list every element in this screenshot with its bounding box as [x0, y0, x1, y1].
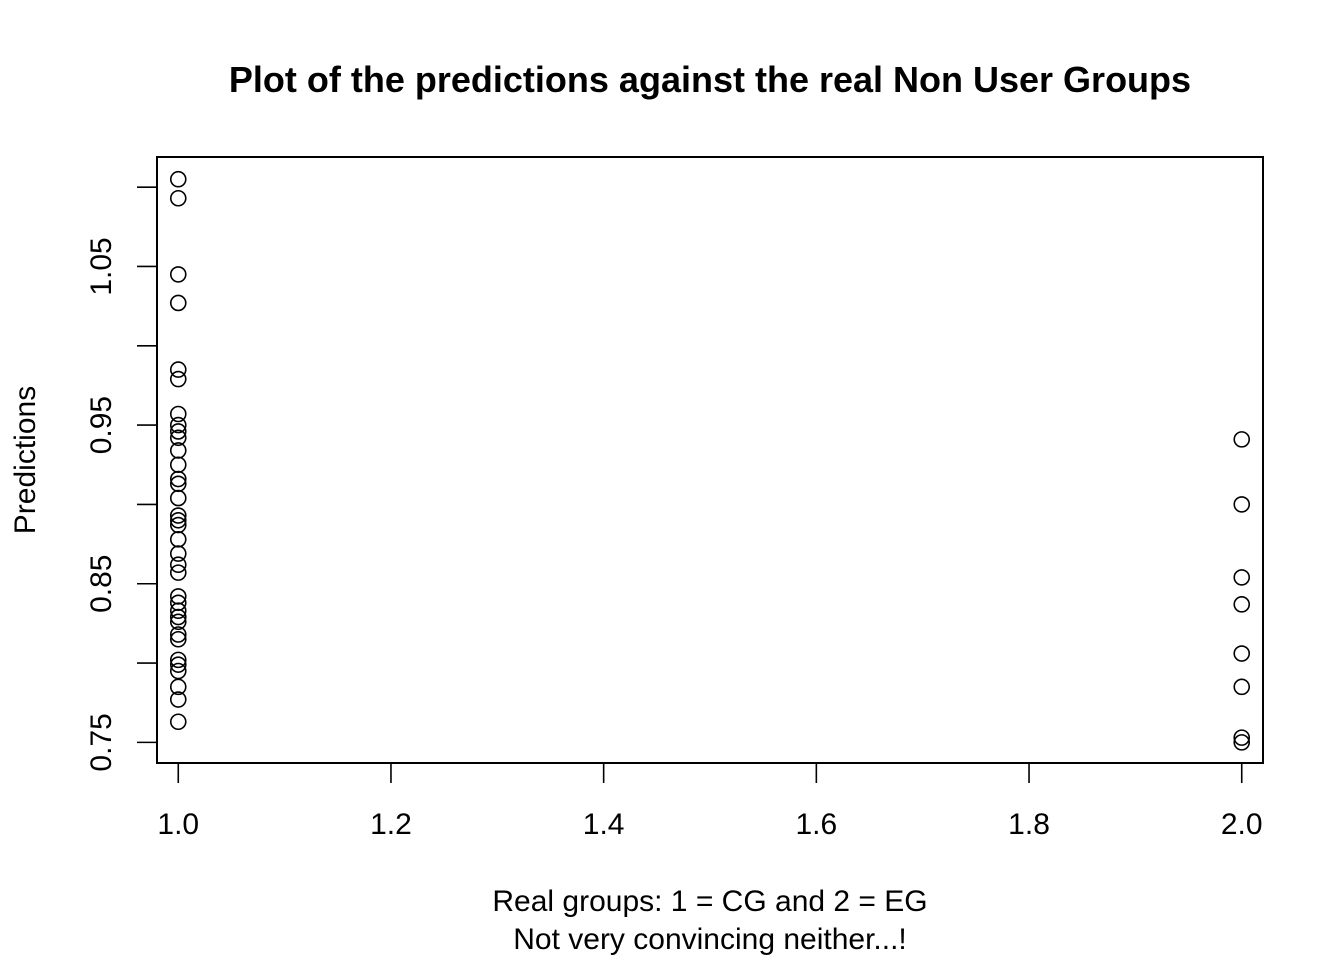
y-axis: 0.75 0.85 0.95 1.05 — [85, 186, 158, 772]
data-point — [169, 170, 187, 188]
data-point — [169, 370, 187, 388]
data-point — [169, 489, 187, 507]
data-point — [169, 678, 187, 696]
y-tick-label: 0.95 — [85, 396, 118, 454]
data-point — [169, 189, 187, 207]
data-point — [1233, 496, 1251, 513]
x-axis: 1.0 1.2 1.4 1.6 1.8 2.0 — [157, 762, 1263, 841]
data-point — [1233, 734, 1251, 751]
data-point — [169, 613, 187, 631]
x-tick-label: 1.6 — [795, 808, 837, 841]
data-point — [169, 456, 187, 474]
data-point — [169, 423, 187, 440]
y-axis-label: Predictions — [9, 386, 42, 534]
data-point — [169, 656, 187, 673]
x-tick-label: 1.8 — [1008, 808, 1050, 841]
data-points — [169, 170, 1251, 751]
x-tick-label: 2.0 — [1221, 808, 1263, 841]
plot-frame — [156, 156, 1264, 764]
data-point — [169, 662, 187, 680]
data-point — [169, 294, 187, 312]
data-point — [1233, 678, 1251, 696]
x-tick-label: 1.0 — [157, 808, 199, 841]
data-point — [169, 556, 187, 574]
y-tick-label: 1.05 — [85, 237, 118, 295]
x-tick-label: 1.2 — [370, 808, 412, 841]
data-point — [1233, 645, 1251, 662]
data-point — [169, 405, 187, 423]
data-point — [169, 511, 187, 529]
data-point — [169, 429, 187, 447]
x-axis-label-line2: Not very convincing neither...! — [513, 923, 907, 956]
data-point — [169, 416, 187, 434]
data-point — [169, 651, 187, 669]
chart-title: Plot of the predictions against the real… — [229, 59, 1191, 100]
data-point — [1233, 569, 1251, 586]
data-point — [169, 630, 187, 648]
data-point — [169, 507, 187, 524]
data-point — [169, 713, 187, 731]
data-point — [1233, 596, 1251, 613]
data-point — [1233, 729, 1251, 746]
y-tick-label: 0.85 — [85, 555, 118, 613]
data-point — [169, 626, 187, 643]
data-point — [169, 361, 187, 378]
data-point — [169, 545, 187, 562]
data-point — [1233, 431, 1251, 448]
data-point — [169, 266, 187, 283]
data-point — [169, 470, 187, 488]
data-point — [169, 691, 187, 708]
y-tick-label: 0.75 — [85, 713, 118, 771]
data-point — [169, 608, 187, 626]
data-point — [169, 564, 187, 581]
data-point — [169, 602, 187, 620]
x-axis-label: Real groups: 1 = CG and 2 = EG — [492, 885, 927, 918]
data-point — [169, 531, 187, 548]
x-tick-label: 1.4 — [583, 808, 625, 841]
